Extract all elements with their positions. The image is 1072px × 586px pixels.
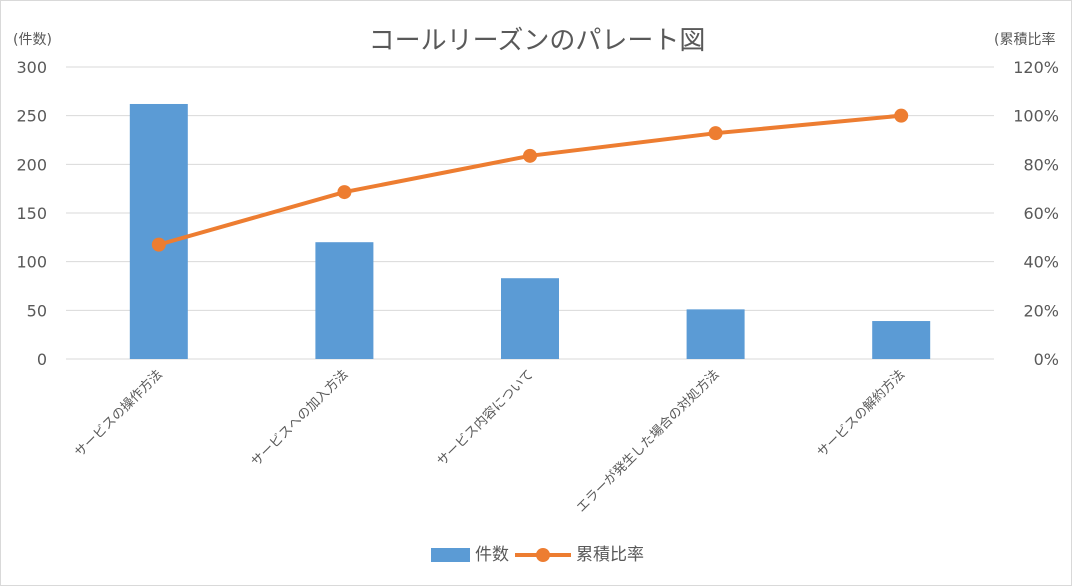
bar-series	[129, 103, 931, 359]
y-tick-label: 100	[16, 253, 47, 272]
legend: 件数 累積比率	[431, 545, 644, 565]
y2-tick-label: 40%	[1023, 253, 1059, 272]
gridlines	[66, 66, 994, 360]
legend-line-label: 累積比率	[576, 545, 644, 565]
y2-axis-ticks: 0% 20% 40% 60% 80% 100% 120%	[1013, 58, 1059, 369]
line-point	[708, 126, 723, 141]
bar	[501, 278, 559, 359]
category-label: サービス内容について	[434, 367, 537, 470]
line-point	[894, 108, 909, 123]
legend-bar-label: 件数	[475, 545, 509, 565]
y2-tick-label: 120%	[1013, 58, 1059, 77]
bar	[315, 242, 374, 359]
y-tick-label: 50	[27, 301, 47, 320]
legend-bar-swatch	[431, 548, 470, 562]
x-axis-categories: サービスの操作方法 サービスへの加入方法 サービス内容について エラーが発生した場合の…	[72, 367, 908, 516]
y-tick-label: 250	[16, 107, 47, 126]
bar	[872, 321, 931, 359]
line-point	[523, 148, 537, 163]
bar	[686, 309, 745, 359]
category-label: エラーが発生した場合の対処方法	[573, 367, 722, 516]
y2-tick-label: 0%	[1034, 350, 1059, 369]
y2-tick-label: 100%	[1013, 107, 1059, 126]
y-tick-label: 0	[37, 350, 47, 369]
category-label: サービスへの加入方法	[248, 367, 351, 470]
y-axis-ticks: 0 50 100 150 200 250 300	[16, 58, 47, 369]
y-axis-label: (件数)	[13, 32, 52, 48]
legend-line-marker	[536, 548, 550, 562]
y-tick-label: 200	[16, 155, 47, 174]
cumulative-line	[158, 113, 902, 247]
chart-title: コールリーズンのパレート図	[369, 26, 706, 56]
line-point	[337, 185, 352, 200]
y2-axis-label: (累積比率	[994, 31, 1055, 48]
category-label: サービスの解約方法	[814, 367, 908, 461]
category-label: サービスの操作方法	[72, 367, 166, 461]
y-tick-label: 150	[16, 204, 47, 223]
line-point	[151, 237, 166, 252]
y2-tick-label: 80%	[1023, 155, 1059, 174]
y2-tick-label: 20%	[1023, 301, 1059, 320]
y2-tick-label: 60%	[1023, 204, 1059, 223]
y-tick-label: 300	[16, 58, 47, 77]
bar	[129, 103, 188, 359]
line-series	[151, 108, 909, 252]
